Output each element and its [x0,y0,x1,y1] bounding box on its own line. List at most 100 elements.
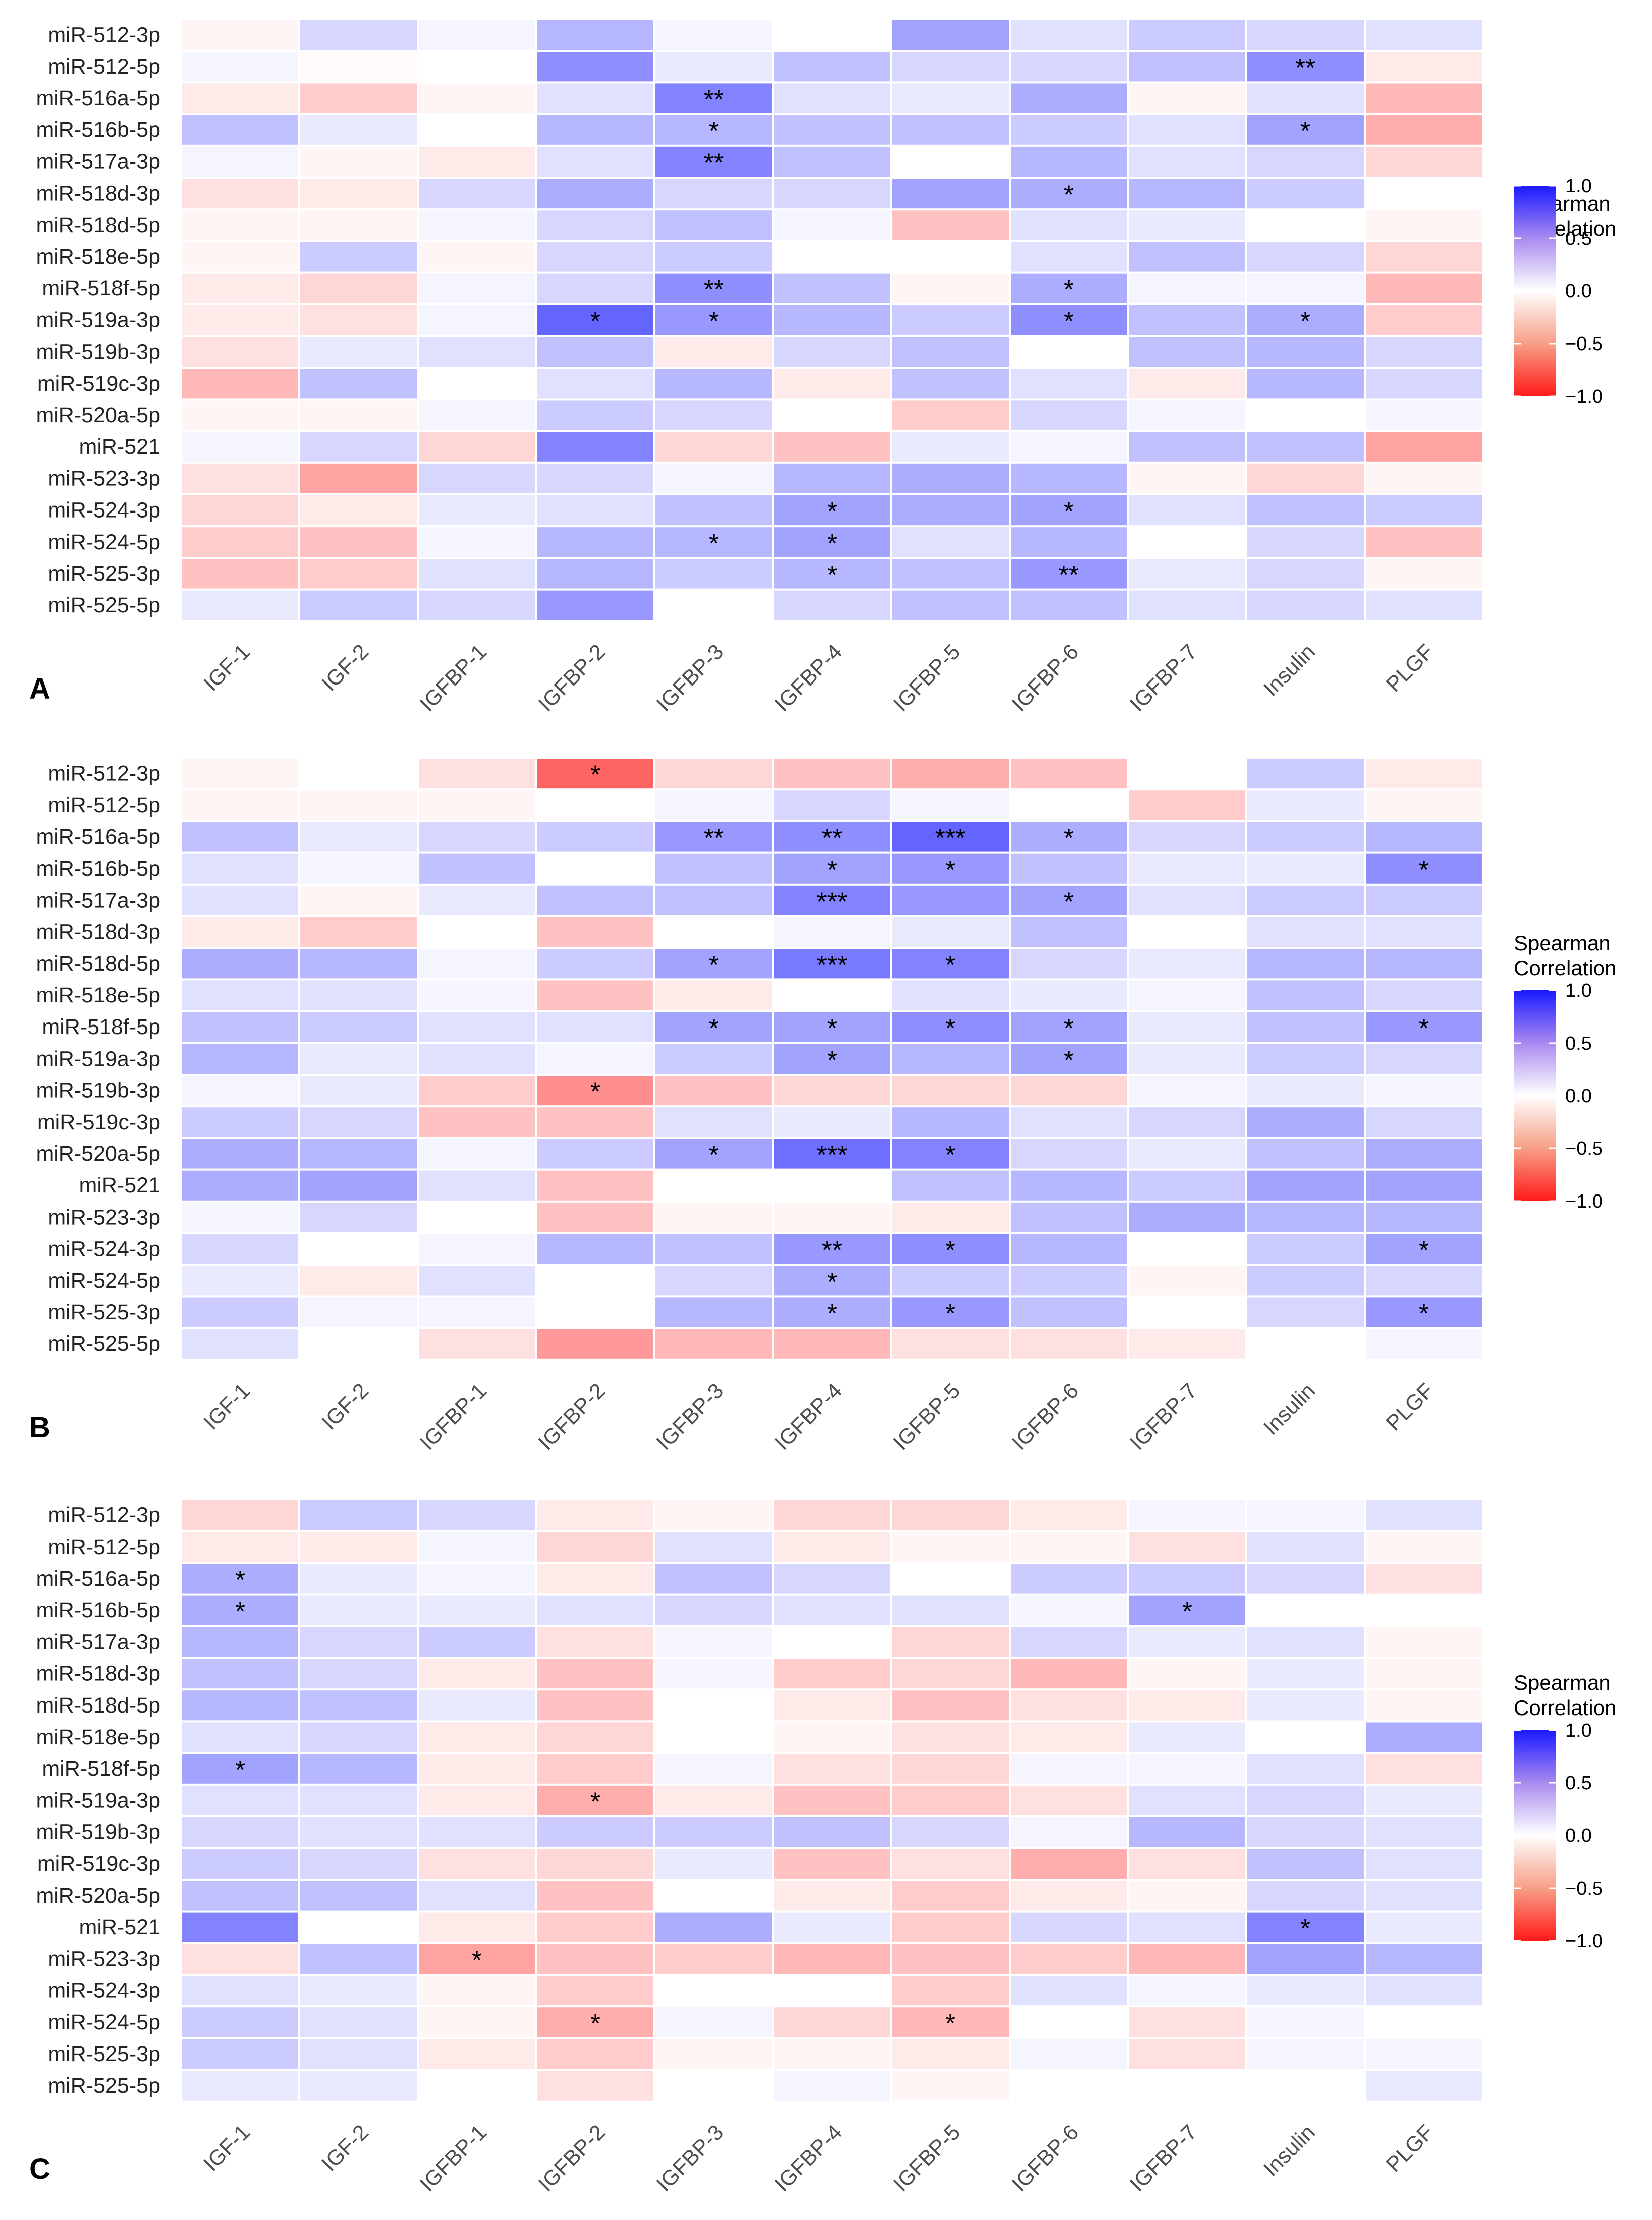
row-label: miR-524-3p [48,1237,160,1261]
row-label: miR-516a-5p [36,86,160,110]
heatmap-cell [1366,527,1482,557]
heatmap-cell [774,885,890,915]
heatmap-cell [774,2071,890,2101]
colorbar-tick-label: 1.0 [1565,980,1592,1001]
heatmap-cell [1129,1532,1245,1562]
heatmap-cell [419,2039,535,2069]
heatmap-cell [1011,1076,1127,1106]
heatmap-cell [419,242,535,272]
heatmap-cell [300,337,417,367]
significance-marker: *** [817,951,848,980]
heatmap-cell [419,273,535,303]
heatmap-cell [892,1627,1009,1657]
heatmap-cell [537,1139,653,1169]
heatmap-cell [655,822,772,852]
heatmap-cell [182,822,298,852]
heatmap-cell [655,590,772,620]
heatmap-cell [537,369,653,399]
heatmap-cell [1129,590,1245,620]
heatmap-cell [182,179,298,209]
heatmap-cell [1247,1785,1364,1815]
heatmap-cell [774,1754,890,1784]
column-label: IGFBP-7 [1125,1379,1202,1455]
heatmap-cell [1129,2039,1245,2069]
heatmap-cell [892,1659,1009,1689]
heatmap-cell [1366,179,1482,209]
row-label: miR-516a-5p [36,825,160,849]
row-label: miR-524-3p [48,498,160,523]
heatmap-cell [300,495,417,526]
heatmap-cell [655,52,772,82]
heatmap-cell [1247,822,1364,852]
heatmap-cell [892,1722,1009,1752]
heatmap-cell [537,1107,653,1137]
row-label: miR-524-5p [48,1269,160,1293]
heatmap-cell [537,432,653,462]
heatmap-cell [1011,1881,1127,1911]
heatmap-cell [1366,337,1482,367]
heatmap-cell [419,559,535,589]
heatmap-cell [419,1139,535,1169]
heatmap-cell [1011,463,1127,493]
heatmap-cell [892,790,1009,820]
heatmap-cell [419,369,535,399]
column-label: Insulin [1259,640,1320,701]
heatmap-cell [1366,146,1482,177]
significance-marker: * [1419,1014,1429,1043]
heatmap-cell [1247,1976,1364,2006]
heatmap-cell [1247,369,1364,399]
heatmap-cell [1247,949,1364,979]
heatmap-cell [537,1170,653,1201]
heatmap-cell [1366,1076,1482,1106]
heatmap-cell [774,1297,890,1327]
significance-marker: * [1419,1299,1429,1328]
heatmap-cell [182,1266,298,1296]
heatmap-cell [182,1107,298,1137]
heatmap-cell [419,83,535,113]
heatmap-cell [182,949,298,979]
heatmap-cell [537,527,653,557]
significance-marker: *** [817,887,848,916]
column-label: IGF-2 [317,2120,373,2176]
heatmap-cell [300,1170,417,1201]
heatmap-cell [774,1044,890,1074]
heatmap-cell [1366,1976,1482,2006]
column-label: IGFBP-4 [770,1379,847,1455]
heatmap-cell [892,1329,1009,1359]
heatmap-cell [419,1297,535,1327]
heatmap-cell [419,1170,535,1201]
heatmap-cell [537,759,653,789]
heatmap-cell [774,527,890,557]
heatmap-cell [182,273,298,303]
heatmap-cell [419,495,535,526]
heatmap-cell [774,559,890,589]
heatmap-cell [1129,1912,1245,1942]
heatmap-cell [1247,146,1364,177]
heatmap-cell [419,2007,535,2037]
heatmap-cell [1011,1849,1127,1879]
heatmap-cell [655,790,772,820]
heatmap-cell [1247,1722,1364,1752]
heatmap-cell [182,527,298,557]
heatmap-cell [655,917,772,947]
heatmap-cell [419,1754,535,1784]
heatmap-cell [774,949,890,979]
significance-marker: * [945,1141,955,1170]
heatmap-cell [300,559,417,589]
heatmap-cell [892,527,1009,557]
heatmap-cell [1129,1722,1245,1752]
heatmap-cell [892,20,1009,50]
column-label: IGFBP-3 [652,640,728,716]
heatmap-cell [182,1912,298,1942]
heatmap-cell [655,1297,772,1327]
heatmap-cell [1011,369,1127,399]
colorbar-tick-label: 1.0 [1565,1720,1592,1741]
heatmap-cell [182,242,298,272]
row-label: miR-517a-3p [36,149,160,174]
heatmap-cell [1366,1595,1482,1625]
heatmap-cell [1129,1564,1245,1594]
heatmap-cell [1129,20,1245,50]
heatmap-cell [182,1627,298,1657]
heatmap-cell [419,1107,535,1137]
